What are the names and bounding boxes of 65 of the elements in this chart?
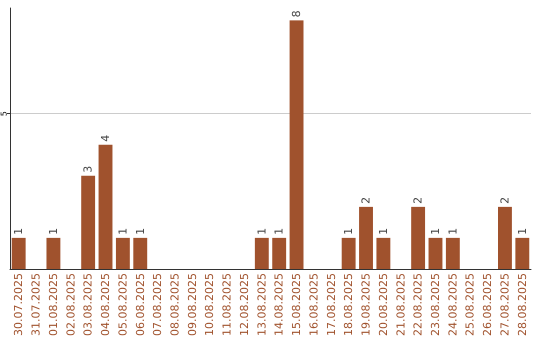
data-label: 1 — [272, 228, 286, 235]
x-tick-label: 26.08.2025 — [481, 273, 494, 336]
x-tick-label: 13.08.2025 — [255, 273, 268, 336]
x-tick-label: 11.08.2025 — [220, 273, 234, 336]
data-label: 1 — [134, 228, 147, 235]
data-label: 1 — [46, 228, 60, 235]
bar — [446, 238, 460, 269]
x-tick-label: 14.08.2025 — [272, 273, 286, 336]
x-tick-label: 28.08.2025 — [516, 273, 529, 336]
bar — [411, 206, 426, 269]
data-label: 8 — [290, 10, 304, 18]
data-label: 1 — [428, 228, 442, 235]
x-tick-label: 18.08.2025 — [342, 273, 356, 336]
data-label: 4 — [99, 134, 112, 142]
x-tick-label: 30.07.2025 — [12, 273, 26, 336]
bar — [254, 238, 269, 269]
bar — [290, 20, 304, 269]
bar — [133, 238, 148, 269]
x-tick-label: 01.08.2025 — [46, 273, 60, 336]
x-tick-label: 03.08.2025 — [82, 273, 95, 336]
bar — [81, 176, 96, 269]
x-tick-label: 20.08.2025 — [376, 273, 390, 336]
data-label: 2 — [412, 196, 425, 204]
bar — [376, 238, 390, 269]
bar — [342, 238, 356, 269]
data-label: 1 — [446, 228, 460, 235]
x-tick-label: 15.08.2025 — [290, 273, 304, 336]
x-tick-label: 27.08.2025 — [498, 273, 512, 336]
bar — [46, 238, 60, 269]
x-tick-label: 04.08.2025 — [99, 273, 112, 336]
x-tick-label: 12.08.2025 — [238, 273, 251, 336]
bar — [116, 238, 130, 269]
x-tick-label: 10.08.2025 — [203, 273, 216, 336]
data-label: 1 — [116, 228, 130, 235]
x-tick-label: 06.08.2025 — [134, 273, 147, 336]
x-tick-label: 07.08.2025 — [151, 273, 164, 336]
bar — [515, 238, 530, 269]
x-tick-label: 17.08.2025 — [324, 273, 338, 336]
bar — [498, 206, 512, 269]
x-tick-label: 22.08.2025 — [412, 273, 425, 336]
x-tick-label: 19.08.2025 — [360, 273, 373, 336]
x-tick-label: 23.08.2025 — [428, 273, 442, 336]
x-tick-label: 24.08.2025 — [446, 273, 460, 336]
data-label: 1 — [376, 228, 390, 235]
data-label: 2 — [360, 196, 373, 204]
data-label: 3 — [82, 166, 95, 173]
bar — [359, 206, 373, 269]
data-label: 1 — [255, 228, 268, 235]
data-label: 1 — [342, 228, 356, 235]
data-label: 1 — [12, 228, 26, 235]
x-tick-label: 05.08.2025 — [116, 273, 130, 336]
x-tick-label: 02.08.2025 — [64, 273, 78, 336]
x-tick-label: 25.08.2025 — [464, 273, 477, 336]
y-tick-label: 5 — [0, 111, 8, 116]
data-label: 2 — [498, 196, 512, 204]
x-tick-label: 31.07.2025 — [30, 273, 43, 336]
bar — [428, 238, 442, 269]
bar — [12, 238, 26, 269]
bar — [98, 144, 112, 269]
data-label: 1 — [516, 228, 529, 235]
x-tick-label: 21.08.2025 — [394, 273, 408, 336]
x-tick-label: 16.08.2025 — [307, 273, 320, 336]
bar — [272, 238, 286, 269]
x-tick-label: 09.08.2025 — [186, 273, 199, 336]
x-tick-label: 08.08.2025 — [168, 273, 182, 336]
